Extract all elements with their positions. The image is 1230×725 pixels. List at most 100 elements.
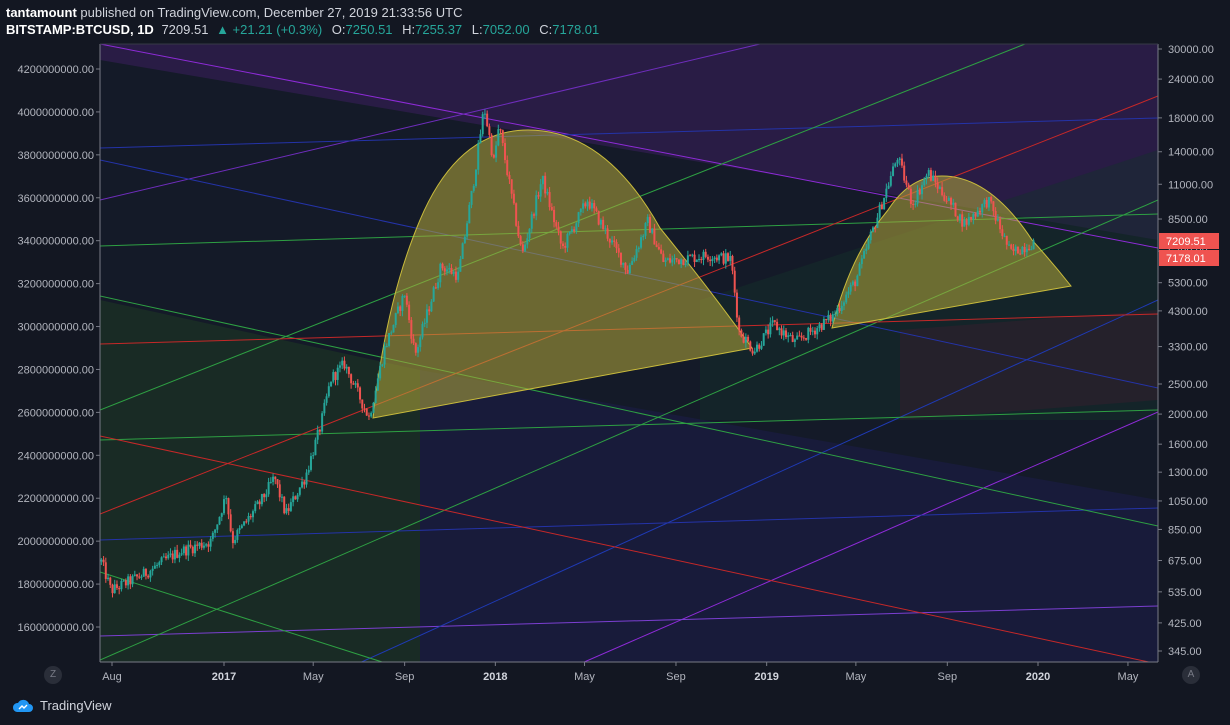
candle-body	[651, 228, 654, 233]
candle-body	[457, 271, 460, 280]
candle-body	[483, 113, 486, 115]
candle-body	[138, 576, 141, 578]
candle-body	[280, 496, 283, 498]
candle-body	[905, 180, 908, 185]
candle-body	[970, 217, 973, 220]
candle-body	[475, 169, 478, 186]
candle-body	[434, 287, 437, 289]
candle-body	[606, 228, 609, 239]
candle-body	[729, 255, 732, 261]
right-axis-tick-label: 8500.00	[1168, 214, 1208, 226]
candle-body	[706, 256, 709, 260]
candle-body	[548, 192, 551, 208]
candle-body	[936, 182, 939, 189]
candle-body	[965, 220, 968, 225]
candle-body	[700, 259, 703, 261]
candle-body	[566, 233, 569, 248]
purple-channel-zone	[100, 44, 1158, 240]
candle-body	[662, 253, 665, 262]
right-axis-ticks: 30000.00 24000.00 18000.00 14000.00 11000.00…	[1158, 44, 1214, 658]
candle-body	[842, 302, 845, 306]
candle-body	[301, 481, 304, 488]
candle-body	[198, 542, 201, 546]
candle-body	[789, 335, 792, 337]
candle-body	[557, 226, 560, 232]
candle-body	[586, 201, 589, 207]
candle-body	[894, 163, 897, 167]
candle-body	[778, 328, 781, 331]
candle-body	[860, 258, 863, 265]
candle-body	[325, 396, 328, 403]
green-descending-line	[100, 295, 1158, 527]
candle-body	[240, 525, 243, 529]
candle-body	[664, 260, 667, 262]
candle-body	[196, 544, 199, 546]
candle-body	[648, 217, 651, 233]
candle-body	[782, 330, 785, 336]
candle-body	[512, 193, 515, 204]
candle-body	[492, 155, 495, 158]
candle-body	[519, 236, 522, 245]
candle-body	[461, 243, 464, 259]
candle-body	[595, 208, 598, 211]
candle-body	[950, 198, 953, 205]
candle-body	[448, 268, 451, 270]
candle-body	[983, 199, 986, 204]
candle-body	[798, 335, 801, 337]
auto-scale-button[interactable]: A	[1182, 666, 1200, 684]
author-name[interactable]: tantamount	[6, 5, 77, 20]
candle-body	[1021, 246, 1024, 255]
candle-body	[1016, 246, 1019, 254]
candle-body	[1012, 248, 1015, 252]
background-zones	[100, 44, 1158, 690]
candle-body	[787, 335, 790, 338]
candle-body	[999, 219, 1002, 230]
candle-body	[1003, 235, 1006, 237]
candle-body	[227, 498, 230, 515]
candle-body	[452, 271, 455, 274]
zoom-button[interactable]: Z	[44, 666, 62, 684]
candle-body	[912, 203, 915, 206]
candle-body	[972, 213, 975, 220]
candle-body	[490, 134, 493, 156]
candle-body	[827, 314, 830, 321]
candle-body	[907, 184, 910, 189]
candle-body	[900, 158, 903, 166]
left-axis-tick-label: 3200000000.00	[18, 279, 94, 291]
candle-body	[805, 338, 808, 340]
candle-body	[918, 189, 921, 195]
candle-body	[559, 231, 562, 244]
left-axis-ticks: 4200000000.00 4000000000.00 3800000000.00 3…	[18, 64, 100, 634]
candle-body	[631, 261, 634, 265]
candle-body	[173, 549, 176, 560]
symbol-label[interactable]: BITSTAMP:BTCUSD, 1D	[6, 22, 154, 37]
candle-body	[272, 476, 275, 482]
price-badge-label: 7178.01	[1166, 253, 1206, 265]
candle-body	[211, 532, 214, 539]
candle-body	[718, 255, 721, 261]
candle-body	[459, 258, 462, 272]
candle-body	[443, 268, 446, 272]
candle-body	[702, 251, 705, 260]
second-arc-shape	[831, 175, 1072, 329]
candle-body	[488, 126, 491, 135]
candle-body	[597, 210, 600, 225]
candle-body	[118, 587, 121, 590]
candle-body	[428, 309, 431, 312]
candle-body	[267, 482, 270, 495]
last-price: 7209.51	[161, 22, 209, 37]
candle-body	[1032, 240, 1035, 250]
candle-body	[762, 333, 765, 346]
tradingview-logo[interactable]: TradingView	[12, 698, 112, 713]
candle-body	[352, 383, 355, 385]
candle-body	[294, 496, 297, 500]
x-axis-ticks: Aug 2017 May Sep 2018 May Sep 2019 May Sep 2020 May	[102, 662, 1139, 683]
candle-body	[171, 553, 174, 560]
candle-body	[309, 456, 312, 470]
candle-body	[495, 145, 498, 158]
candle-body	[934, 175, 937, 183]
candle-body	[113, 584, 116, 594]
candle-body	[941, 187, 944, 196]
footer-bar: TradingView	[0, 690, 1230, 725]
